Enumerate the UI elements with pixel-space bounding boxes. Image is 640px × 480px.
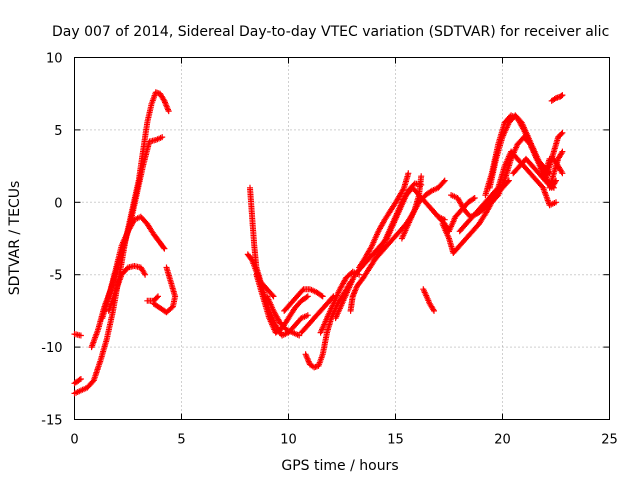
data-track — [264, 293, 303, 339]
data-point-markers — [144, 293, 161, 304]
y-tick-label: -5 — [50, 269, 63, 284]
axis-ticks — [74, 57, 610, 420]
data-point-markers — [317, 268, 363, 336]
data-track — [105, 263, 149, 314]
data-track — [298, 293, 337, 336]
x-tick-label: 5 — [177, 433, 185, 448]
data-track — [150, 264, 179, 316]
x-tick-label: 25 — [601, 433, 618, 448]
y-tick-label: 10 — [46, 52, 63, 67]
data-point-markers — [71, 331, 84, 339]
data-track — [247, 184, 277, 300]
data-track — [71, 331, 84, 339]
data-point-markers — [420, 286, 437, 314]
x-tick-labels: 0 5 10 15 20 25 — [70, 433, 617, 448]
plot-frame — [74, 57, 610, 420]
x-axis-label: GPS time / hours — [281, 458, 398, 474]
y-tick-label: 5 — [54, 124, 62, 139]
data-point-markers — [264, 293, 303, 339]
data-point-markers — [298, 293, 337, 336]
data-track — [356, 170, 412, 271]
x-tick-label: 0 — [70, 433, 78, 448]
data-point-markers — [398, 173, 425, 242]
data-track — [99, 213, 168, 322]
data-point-markers — [281, 286, 326, 314]
data-point-markers — [71, 376, 84, 387]
data-track — [456, 148, 559, 235]
data-point-markers — [105, 263, 149, 314]
data-point-markers — [548, 92, 566, 104]
data-point-markers — [356, 170, 412, 271]
data-point-markers — [247, 184, 277, 300]
data-track — [317, 268, 363, 336]
chart-title: Day 007 of 2014, Sidereal Day-to-day VTE… — [52, 24, 609, 40]
data-track — [253, 271, 311, 336]
data-track — [546, 148, 566, 191]
data-track — [71, 376, 84, 387]
data-track — [281, 286, 326, 314]
y-tick-label: 0 — [54, 196, 62, 211]
y-tick-labels: -15 -10 -5 0 5 10 — [41, 52, 62, 429]
data-marks — [71, 89, 566, 397]
data-point-markers — [546, 148, 566, 191]
y-axis-label: SDTVAR / TECUs — [7, 181, 23, 296]
x-tick-label: 20 — [494, 433, 511, 448]
x-tick-label: 15 — [387, 433, 404, 448]
y-tick-label: -15 — [41, 414, 62, 429]
data-track — [144, 293, 161, 304]
data-point-markers — [99, 213, 168, 322]
data-point-markers — [150, 264, 179, 316]
data-point-markers — [456, 148, 559, 235]
y-tick-label: -10 — [41, 341, 62, 356]
data-track — [398, 173, 425, 242]
data-point-markers — [253, 271, 311, 336]
data-track — [420, 286, 437, 314]
data-track — [548, 92, 566, 104]
x-tick-label: 10 — [280, 433, 297, 448]
